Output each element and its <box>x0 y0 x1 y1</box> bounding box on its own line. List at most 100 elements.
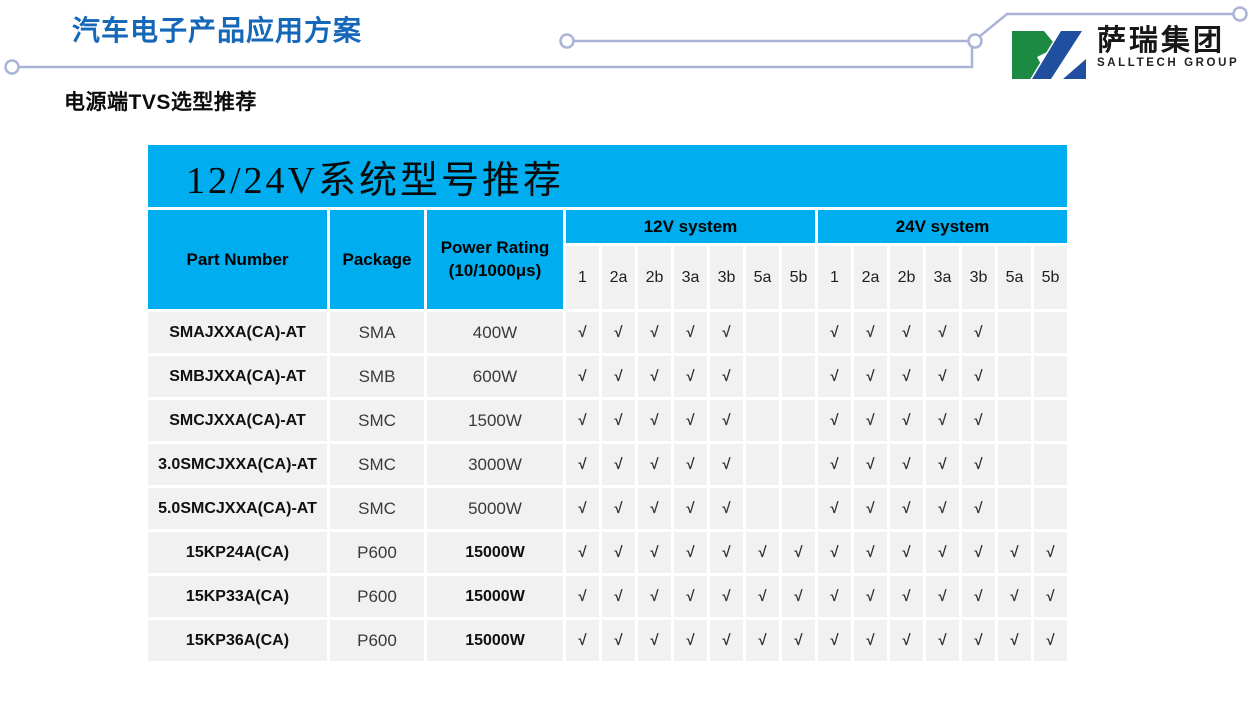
subcolumn-header-12v-5b: 5b <box>782 246 815 309</box>
package-cell: SMA <box>330 312 424 353</box>
check-cell-12v-1: √ <box>566 444 599 485</box>
check-cell-24v-2a: √ <box>854 444 887 485</box>
check-cell-12v-2a: √ <box>602 444 635 485</box>
tvs-selection-table: 12/24V系统型号推荐 Part Number Package Power R… <box>148 145 1067 661</box>
check-cell-12v-2a: √ <box>602 312 635 353</box>
check-cell-12v-1: √ <box>566 400 599 441</box>
logo-company-name: 萨瑞集团 <box>1097 25 1226 57</box>
check-cell-24v-5a: √ <box>998 532 1031 573</box>
model-table-grid: Part Number Package Power Rating (10/100… <box>148 210 1067 661</box>
check-cell-12v-2a: √ <box>602 532 635 573</box>
package-cell: P600 <box>330 620 424 661</box>
check-cell-24v-2a: √ <box>854 576 887 617</box>
power-rating-cell: 15000W <box>427 620 563 661</box>
subcolumn-header-24v-5b: 5b <box>1034 246 1067 309</box>
check-cell-24v-2a: √ <box>854 356 887 397</box>
check-cell-12v-3a: √ <box>674 620 707 661</box>
check-cell-24v-5b <box>1034 488 1067 529</box>
check-cell-24v-1: √ <box>818 312 851 353</box>
check-cell-24v-2b: √ <box>890 620 923 661</box>
power-rating-cell: 15000W <box>427 532 563 573</box>
check-cell-24v-2a: √ <box>854 532 887 573</box>
check-cell-12v-2b: √ <box>638 620 671 661</box>
check-cell-12v-1: √ <box>566 312 599 353</box>
part-number-cell: 15KP33A(CA) <box>148 576 327 617</box>
part-number-cell: SMBJXXA(CA)-AT <box>148 356 327 397</box>
check-cell-24v-2a: √ <box>854 488 887 529</box>
package-cell: P600 <box>330 532 424 573</box>
subcolumn-header-12v-1: 1 <box>566 246 599 309</box>
check-cell-24v-2b: √ <box>890 312 923 353</box>
column-header-package: Package <box>330 210 424 309</box>
check-cell-24v-3b: √ <box>962 312 995 353</box>
check-cell-12v-1: √ <box>566 488 599 529</box>
power-rating-cell: 600W <box>427 356 563 397</box>
salltech-logo-icon <box>1012 29 1088 81</box>
subcolumn-header-12v-5a: 5a <box>746 246 779 309</box>
check-cell-24v-3b: √ <box>962 400 995 441</box>
group-header-12v-system: 12V system <box>566 210 815 243</box>
check-cell-12v-3b: √ <box>710 620 743 661</box>
part-number-cell: 3.0SMCJXXA(CA)-AT <box>148 444 327 485</box>
check-cell-12v-3a: √ <box>674 488 707 529</box>
check-cell-12v-3b: √ <box>710 532 743 573</box>
check-cell-12v-2b: √ <box>638 444 671 485</box>
check-cell-24v-2b: √ <box>890 400 923 441</box>
check-cell-24v-3a: √ <box>926 620 959 661</box>
check-cell-24v-3a: √ <box>926 444 959 485</box>
page-title: 汽车电子产品应用方案 <box>72 15 363 46</box>
check-cell-12v-3b: √ <box>710 488 743 529</box>
check-cell-12v-5b: √ <box>782 576 815 617</box>
check-cell-24v-5b <box>1034 356 1067 397</box>
subcolumn-header-24v-1: 1 <box>818 246 851 309</box>
subcolumn-header-24v-3b: 3b <box>962 246 995 309</box>
check-cell-24v-5b <box>1034 400 1067 441</box>
part-number-cell: SMCJXXA(CA)-AT <box>148 400 327 441</box>
check-cell-24v-2b: √ <box>890 488 923 529</box>
check-cell-24v-2b: √ <box>890 532 923 573</box>
check-cell-24v-5a: √ <box>998 576 1031 617</box>
check-cell-24v-5b <box>1034 312 1067 353</box>
package-cell: SMC <box>330 444 424 485</box>
subcolumn-header-12v-2b: 2b <box>638 246 671 309</box>
logo-text: 萨瑞集团 SALLTECH GROUP <box>1097 26 1239 70</box>
check-cell-12v-2a: √ <box>602 400 635 441</box>
check-cell-24v-3b: √ <box>962 488 995 529</box>
check-cell-12v-5b <box>782 356 815 397</box>
check-cell-12v-3b: √ <box>710 356 743 397</box>
package-cell: SMC <box>330 488 424 529</box>
check-cell-24v-5b: √ <box>1034 576 1067 617</box>
check-cell-24v-3a: √ <box>926 356 959 397</box>
check-cell-12v-1: √ <box>566 532 599 573</box>
subcolumn-header-24v-2a: 2a <box>854 246 887 309</box>
group-header-24v-system: 24V system <box>818 210 1067 243</box>
check-cell-12v-5b <box>782 312 815 353</box>
subcolumn-header-12v-2a: 2a <box>602 246 635 309</box>
package-cell: SMB <box>330 356 424 397</box>
check-cell-12v-2a: √ <box>602 488 635 529</box>
check-cell-12v-5a <box>746 444 779 485</box>
part-number-cell: 15KP36A(CA) <box>148 620 327 661</box>
power-rating-cell: 3000W <box>427 444 563 485</box>
subcolumn-header-24v-3a: 3a <box>926 246 959 309</box>
check-cell-12v-2b: √ <box>638 532 671 573</box>
check-cell-24v-5b: √ <box>1034 620 1067 661</box>
part-number-cell: SMAJXXA(CA)-AT <box>148 312 327 353</box>
part-number-cell: 5.0SMCJXXA(CA)-AT <box>148 488 327 529</box>
subcolumn-header-12v-3b: 3b <box>710 246 743 309</box>
check-cell-12v-3a: √ <box>674 312 707 353</box>
section-subtitle: 电源端TVS选型推荐 <box>64 91 257 114</box>
check-cell-24v-5a <box>998 488 1031 529</box>
check-cell-12v-5a <box>746 312 779 353</box>
check-cell-24v-5a <box>998 400 1031 441</box>
check-cell-12v-2b: √ <box>638 312 671 353</box>
subcolumn-header-12v-3a: 3a <box>674 246 707 309</box>
check-cell-24v-2a: √ <box>854 620 887 661</box>
subcolumn-header-24v-2b: 2b <box>890 246 923 309</box>
company-logo: 萨瑞集团 SALLTECH GROUP <box>1010 26 1239 82</box>
check-cell-12v-2a: √ <box>602 620 635 661</box>
check-cell-12v-5b <box>782 488 815 529</box>
check-cell-24v-1: √ <box>818 400 851 441</box>
check-cell-12v-5b: √ <box>782 532 815 573</box>
check-cell-24v-5a <box>998 444 1031 485</box>
